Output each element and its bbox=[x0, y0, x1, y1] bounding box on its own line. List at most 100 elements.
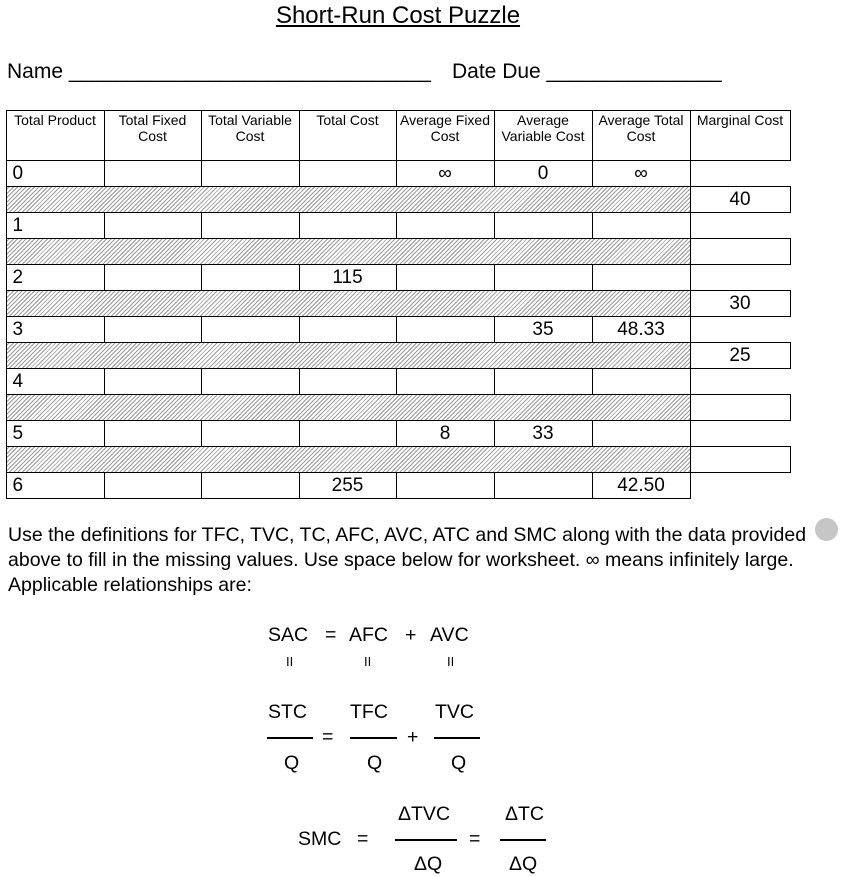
total-product-cell[interactable]: 6 bbox=[5, 471, 105, 499]
column-header: Total Product bbox=[5, 109, 105, 161]
table-cell[interactable] bbox=[200, 263, 300, 291]
table-cell[interactable] bbox=[395, 263, 495, 291]
page-title: Short-Run Cost Puzzle bbox=[275, 2, 521, 29]
eq-delta-q: ΔQ bbox=[509, 853, 538, 875]
column-header: Total Variable Cost bbox=[200, 109, 300, 161]
eq-sac: SAC bbox=[268, 624, 309, 646]
gray-dot-marker bbox=[815, 518, 838, 541]
marginal-cost-cell[interactable]: 40 bbox=[689, 185, 791, 213]
table-cell[interactable] bbox=[103, 419, 202, 447]
hatched-separator-row bbox=[5, 341, 691, 369]
eq-equals: = bbox=[325, 624, 337, 646]
table-cell[interactable]: 42.50 bbox=[591, 471, 691, 499]
table-cell[interactable] bbox=[298, 211, 397, 239]
fraction-bar bbox=[434, 737, 480, 739]
table-cell[interactable] bbox=[395, 367, 495, 395]
table-cell[interactable] bbox=[200, 315, 300, 343]
hatched-separator-row bbox=[5, 185, 691, 213]
table-cell[interactable]: 115 bbox=[298, 263, 397, 291]
total-product-cell[interactable]: 5 bbox=[5, 419, 105, 447]
eq-afc: AFC bbox=[349, 624, 388, 646]
table-cell[interactable]: 0 bbox=[493, 159, 593, 187]
table-cell[interactable]: 48.33 bbox=[591, 315, 691, 343]
table-cell[interactable]: 255 bbox=[298, 471, 397, 499]
table-cell[interactable] bbox=[493, 211, 593, 239]
eq-q: Q bbox=[367, 752, 383, 774]
table-cell[interactable] bbox=[493, 471, 593, 499]
table-cell[interactable] bbox=[395, 211, 495, 239]
table-cell[interactable] bbox=[200, 367, 300, 395]
marginal-cost-cell[interactable] bbox=[689, 445, 791, 473]
hatched-separator-row bbox=[5, 393, 691, 421]
total-product-cell[interactable]: 0 bbox=[5, 159, 105, 187]
marginal-cost-cell[interactable]: 25 bbox=[689, 341, 791, 369]
table-cell[interactable] bbox=[493, 263, 593, 291]
column-header: Average Fixed Cost bbox=[395, 109, 495, 161]
table-cell[interactable] bbox=[591, 211, 691, 239]
marginal-cost-cell[interactable] bbox=[689, 393, 791, 421]
table-cell[interactable] bbox=[395, 471, 495, 499]
eq-delta-q: ΔQ bbox=[414, 853, 443, 875]
table-cell[interactable]: ∞ bbox=[395, 159, 495, 187]
table-cell[interactable] bbox=[103, 315, 202, 343]
marginal-cost-cell[interactable] bbox=[689, 237, 791, 265]
column-header: Marginal Cost bbox=[689, 109, 791, 161]
vertical-equals: II bbox=[447, 654, 455, 669]
fraction-bar bbox=[395, 839, 457, 841]
total-product-cell[interactable]: 2 bbox=[5, 263, 105, 291]
table-cell[interactable] bbox=[591, 263, 691, 291]
column-header: Average Total Cost bbox=[591, 109, 691, 161]
table-cell[interactable] bbox=[200, 419, 300, 447]
instructions-text: Use the definitions for TFC, TVC, TC, AF… bbox=[8, 524, 807, 596]
table-cell[interactable] bbox=[103, 367, 202, 395]
table-cell[interactable] bbox=[493, 367, 593, 395]
column-header: Total Cost bbox=[298, 109, 397, 161]
table-cell[interactable]: 8 bbox=[395, 419, 495, 447]
total-product-cell[interactable]: 4 bbox=[5, 367, 105, 395]
date-due-field-label: Date Due _______________ bbox=[452, 60, 722, 83]
eq-delta-tvc: ΔTVC bbox=[398, 803, 451, 825]
table-cell[interactable] bbox=[103, 471, 202, 499]
table-cell[interactable] bbox=[298, 315, 397, 343]
marginal-cost-cell[interactable]: 30 bbox=[689, 289, 791, 317]
fraction-bar bbox=[267, 737, 313, 739]
total-product-cell[interactable]: 3 bbox=[5, 315, 105, 343]
eq-q: Q bbox=[284, 752, 300, 774]
table-cell[interactable] bbox=[200, 211, 300, 239]
table-cell[interactable] bbox=[200, 159, 300, 187]
column-header: Total Fixed Cost bbox=[103, 109, 202, 161]
table-cell[interactable] bbox=[200, 471, 300, 499]
table-cell[interactable] bbox=[298, 367, 397, 395]
fraction-bar bbox=[350, 737, 397, 739]
vertical-equals: II bbox=[286, 654, 294, 669]
eq-q: Q bbox=[451, 752, 467, 774]
eq-delta-tc: ΔTC bbox=[505, 803, 545, 825]
eq-equals: = bbox=[357, 828, 369, 850]
eq-tfc: TFC bbox=[350, 701, 388, 723]
eq-avc: AVC bbox=[430, 624, 469, 646]
table-cell[interactable] bbox=[395, 315, 495, 343]
table-cell[interactable] bbox=[103, 263, 202, 291]
eq-equals: = bbox=[469, 828, 481, 850]
table-cell[interactable] bbox=[298, 159, 397, 187]
eq-stc: STC bbox=[268, 701, 307, 723]
table-cell[interactable] bbox=[591, 419, 691, 447]
table-cell[interactable] bbox=[591, 367, 691, 395]
table-cell[interactable] bbox=[298, 419, 397, 447]
hatched-separator-row bbox=[5, 289, 691, 317]
table-cell[interactable] bbox=[103, 159, 202, 187]
total-product-cell[interactable]: 1 bbox=[5, 211, 105, 239]
eq-plus: + bbox=[405, 624, 417, 646]
fraction-bar bbox=[500, 839, 546, 841]
table-cell[interactable]: ∞ bbox=[591, 159, 691, 187]
eq-equals: = bbox=[322, 726, 334, 748]
vertical-equals: II bbox=[364, 654, 372, 669]
eq-smc: SMC bbox=[298, 828, 342, 850]
table-cell[interactable] bbox=[103, 211, 202, 239]
table-cell[interactable]: 33 bbox=[493, 419, 593, 447]
name-field-label: Name _______________________________ bbox=[7, 60, 431, 83]
eq-plus: + bbox=[407, 726, 419, 748]
eq-tvc: TVC bbox=[435, 701, 474, 723]
column-header: Average Variable Cost bbox=[493, 109, 593, 161]
table-cell[interactable]: 35 bbox=[493, 315, 593, 343]
